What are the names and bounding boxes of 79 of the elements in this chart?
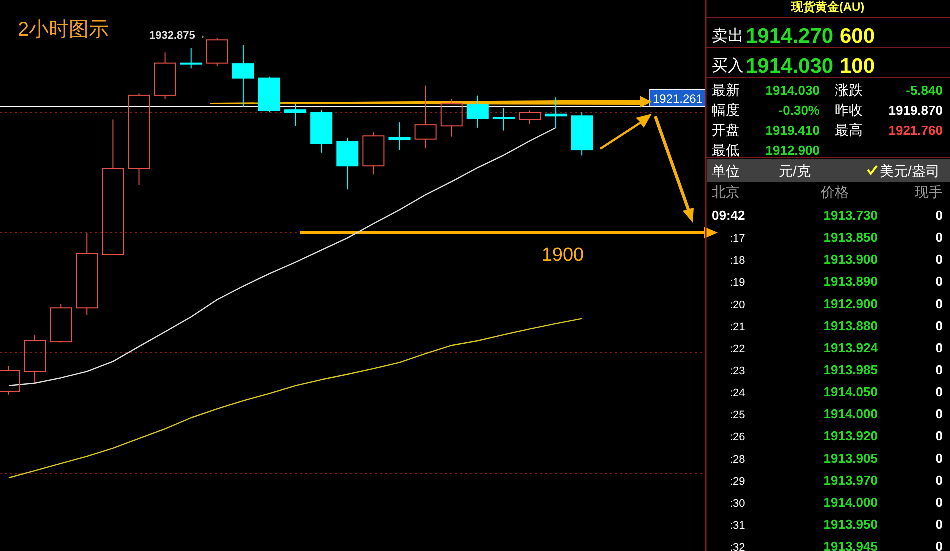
text: -5.840 [906,83,943,98]
category-label: :20 [730,299,746,312]
data-label: 0 [936,274,943,290]
text: 卖出 [712,27,744,45]
category-label: 09:42 [712,208,746,223]
data-label: 1913.945 [824,539,878,551]
text: 1919.870 [888,103,943,118]
data-label: 0 [936,296,943,312]
data-label: 1913.880 [824,318,878,334]
category-label: :24 [730,388,746,400]
data-label: 1913.924 [824,340,879,356]
category-label: :23 [730,365,746,378]
data-label: 1912.900 [824,296,878,312]
data-label: 1914.050 [824,384,878,400]
data-label: 1913.730 [824,208,878,223]
text: 幅度 [712,102,740,118]
data-label: 1913.850 [824,230,878,246]
text: 1914.270 [746,25,834,48]
data-label: 0 [936,362,943,378]
text: 价格 [820,184,849,200]
data-label: 0 [936,494,943,510]
data-label: 1914.000 [824,406,878,422]
data-label: 1913.970 [824,472,878,488]
text: 1921.261 [652,92,704,106]
text: 1921.760 [888,123,943,138]
text: 100 [840,55,876,78]
data-label: 0 [936,208,943,223]
text: 涨跌 [835,82,863,98]
data-label: 0 [936,252,943,268]
data-label: 1914.000 [824,494,878,510]
annotation: 1900 [542,244,584,266]
category-label: :18 [730,255,746,268]
category-label: :17 [730,233,746,246]
text: 单位 [712,163,740,179]
text: 1914.030 [746,55,834,78]
text: -0.30% [778,103,820,118]
text: 昨收 [835,102,863,118]
data-label: 1913.920 [824,428,878,444]
text: 开盘 [712,122,740,138]
text: 美元/盎司 [880,163,940,179]
text: 现手 [915,184,943,200]
data-label: 0 [936,516,943,532]
data-label: 0 [936,450,943,466]
text: 买入 [712,57,744,75]
text: 1914.030 [766,83,820,98]
text: 最低 [712,142,740,158]
data-label: 1913.900 [824,252,878,268]
category-label: :22 [730,343,746,356]
text: 1919.410 [766,123,820,138]
text: 1912.900 [766,143,820,158]
data-label: 1913.905 [824,450,878,466]
data-label: 0 [936,406,943,422]
data-label: 0 [936,384,943,400]
data-label: 0 [936,472,943,488]
data-label: 0 [936,318,943,334]
category-label: :32 [730,542,746,551]
annotation: 1932.875→ [150,30,206,42]
category-label: :19 [730,277,746,290]
text: 最新 [712,82,740,98]
data-label: 1913.985 [824,362,878,378]
data-label: 1913.890 [824,274,878,290]
category-label: :28 [730,454,746,466]
chart-title: 2小时图示 [18,19,110,41]
data-label: 0 [936,428,943,444]
text: 最高 [835,122,863,138]
category-label: :29 [730,476,746,488]
data-label: 0 [936,230,943,246]
text: 现货黄金(AU) [790,0,865,14]
category-label: :30 [730,498,746,510]
category-label: :31 [730,520,746,532]
category-label: :25 [730,410,746,422]
data-label: 0 [936,539,943,551]
category-label: :26 [730,432,746,444]
text: 北京 [712,184,740,200]
category-label: :21 [730,321,746,334]
text: 600 [840,25,876,48]
data-label: 1913.950 [824,516,878,532]
text: 元/克 [779,163,811,179]
data-label: 0 [936,340,943,356]
